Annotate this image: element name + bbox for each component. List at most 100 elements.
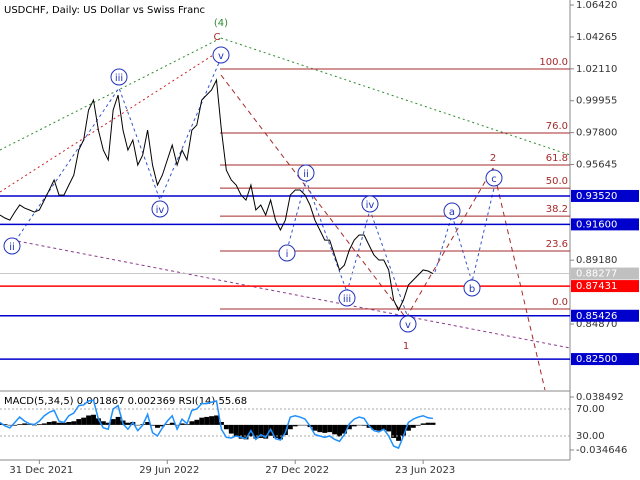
macd-bar (2, 424, 8, 425)
y-tick-label: 0.99955 (576, 96, 617, 107)
x-tick-label: 31 Dec 2021 (9, 465, 73, 476)
wave-circle (110, 68, 128, 86)
macd-bar (125, 422, 131, 425)
y-tick-label: 0.97800 (576, 128, 617, 139)
macd-bar (386, 424, 392, 432)
macd-bar (66, 421, 72, 425)
macd-bar (174, 424, 180, 426)
fib-label: 23.6 (546, 239, 568, 250)
macd-bar (238, 424, 244, 439)
macd-bar (22, 423, 28, 425)
y-tick-label: 0.89180 (576, 255, 617, 266)
macd-bar (253, 424, 259, 439)
y-tick-label: -0.034646 (576, 445, 627, 456)
wave-label: v (218, 51, 224, 62)
macd-bar (219, 421, 224, 425)
wave-circle (361, 195, 379, 213)
macd-bar (145, 421, 151, 425)
trend-line (0, 49, 222, 193)
x-tick-label: 27 Dec 2022 (265, 465, 329, 476)
wave-circle (338, 289, 356, 307)
macd-bar (287, 424, 293, 430)
fib-label: 0.0 (552, 297, 568, 308)
wave-label: (4) (214, 18, 228, 29)
macd-bar (322, 424, 328, 433)
macd-bar (351, 424, 357, 427)
macd-bar (12, 424, 18, 426)
macd-bar (396, 424, 402, 441)
macd-bar (317, 424, 323, 433)
macd-bar (214, 415, 219, 425)
fib-label: 50.0 (546, 176, 568, 187)
macd-bar (155, 424, 160, 428)
y-tick-label: 1.04265 (576, 32, 617, 43)
wave-label: ii (9, 242, 15, 253)
macd-bar (209, 416, 215, 425)
macd-bar (292, 424, 298, 427)
wave-label: v (405, 320, 411, 331)
macd-bar (361, 424, 367, 426)
wave-circle (443, 202, 461, 220)
macd-bar (61, 422, 67, 425)
macd-bar (420, 423, 426, 425)
wave-circle (399, 315, 417, 333)
price-line (0, 78, 434, 312)
macd-bar (401, 424, 406, 437)
wave-circle (278, 244, 296, 262)
wave-label: C (214, 32, 221, 43)
level-label: 0.87431 (576, 281, 617, 292)
macd-bar (410, 424, 416, 428)
macd-bar (51, 421, 57, 425)
macd-bar (337, 424, 342, 437)
macd-bar (391, 424, 397, 438)
wave-label: a (449, 207, 455, 218)
wave-circle (3, 237, 21, 255)
trend-line (0, 37, 222, 151)
macd-bar (278, 424, 283, 440)
macd-bar (46, 421, 52, 425)
indicator-title: MACD(5,34,5) 0.001867 0.002369 RSI(14) 5… (4, 396, 247, 407)
x-tick-label: 23 Jun 2023 (395, 465, 455, 476)
macd-bar (346, 424, 352, 430)
macd-bar (76, 419, 82, 425)
level-box (571, 189, 639, 202)
macd-bar (17, 424, 23, 425)
macd-bar (164, 424, 170, 425)
wave-label: c (491, 174, 497, 185)
wave-circle (297, 164, 315, 182)
macd-bar (169, 422, 175, 425)
macd-bar (105, 422, 111, 425)
y-tick-label: 1.02110 (576, 64, 617, 75)
level-box (571, 309, 639, 322)
wave-circle (485, 169, 503, 187)
wave-circle (212, 46, 230, 64)
macd-bar (228, 424, 234, 434)
macd-bar (263, 424, 269, 439)
macd-bar (36, 424, 42, 425)
macd-bar (327, 424, 333, 433)
wave-label: iii (343, 294, 351, 305)
level-label: 0.93520 (576, 191, 617, 202)
macd-bar (189, 421, 195, 425)
macd-bar (204, 416, 210, 425)
y-tick-label: 0.038492 (576, 392, 624, 403)
macd-bar (115, 416, 121, 425)
x-tick-label: 29 Jun 2022 (139, 465, 199, 476)
level-box (571, 353, 639, 366)
wave-label: iii (115, 73, 123, 84)
macd-bar (56, 422, 62, 425)
macd-bar (297, 424, 303, 426)
y-tick-label: 0.84870 (576, 319, 617, 330)
y-tick-label: 0.95645 (576, 160, 617, 171)
trend-line (11, 239, 571, 349)
last-price-box (571, 267, 639, 280)
level-label: 0.85426 (576, 311, 617, 322)
wave-label: 2 (490, 153, 496, 164)
macd-bar (96, 418, 101, 425)
macd-bar (405, 424, 411, 431)
y-tick-label: 1.06420 (576, 0, 617, 11)
level-label: 0.82500 (576, 354, 617, 365)
trend-lines (0, 37, 571, 391)
